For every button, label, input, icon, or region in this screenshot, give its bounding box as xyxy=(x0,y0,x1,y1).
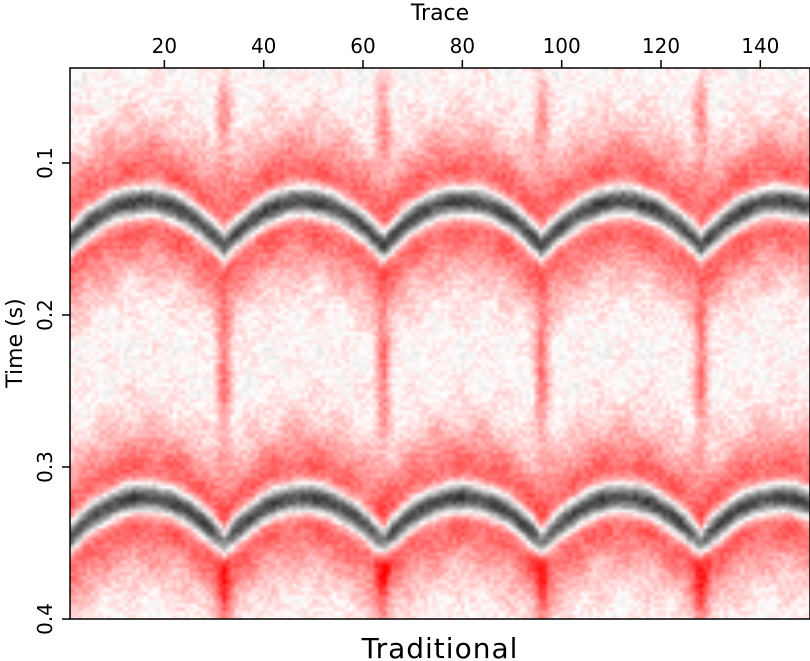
y-tick-label: 0.3 xyxy=(33,451,57,483)
x-tick-label: 100 xyxy=(543,34,581,58)
x-axis-top: 20 40 60 80 100 120 140 xyxy=(152,34,779,68)
y-tick-label: 0.2 xyxy=(33,299,57,331)
x-tick-label: 40 xyxy=(251,34,276,58)
x-tick-label: 140 xyxy=(741,34,779,58)
plot-frame xyxy=(69,67,810,620)
x-axis-title: Trace xyxy=(410,1,469,26)
y-axis-left: 0.1 0.2 0.3 0.4 xyxy=(33,147,70,635)
plot-area xyxy=(69,67,810,620)
x-tick-label: 60 xyxy=(350,34,375,58)
y-tick-label: 0.1 xyxy=(33,147,57,179)
x-tick-label: 20 xyxy=(152,34,177,58)
y-tick-label: 0.4 xyxy=(33,603,57,635)
y-axis-title: Time (s) xyxy=(3,298,28,388)
seismic-wavefield-image xyxy=(70,68,810,619)
heatmap-image xyxy=(70,68,810,619)
x-tick-label: 120 xyxy=(642,34,680,58)
figure-caption: Traditional xyxy=(361,632,519,661)
x-tick-label: 80 xyxy=(450,34,475,58)
